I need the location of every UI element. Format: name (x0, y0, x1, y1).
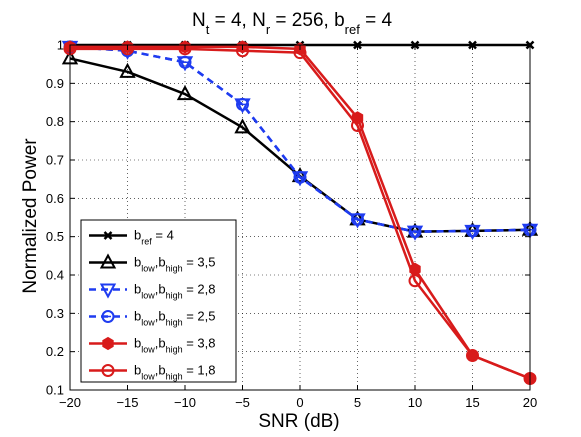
x-tick-label: −10 (174, 395, 196, 410)
data-point-circle-marker (408, 225, 422, 239)
data-point-circle (101, 364, 115, 377)
legend-item: blow,bhigh = 2,5 (89, 309, 216, 328)
data-point-circle-marker (466, 224, 479, 238)
x-axis-label: SNR (dB) (258, 411, 339, 432)
x-tick-label: 5 (354, 395, 361, 410)
data-point-x-marker (103, 231, 113, 240)
x-tick-label: −5 (235, 395, 250, 410)
data-point-circle-marker (351, 212, 364, 226)
y-axis-label: Normalized Power (20, 138, 41, 294)
legend-label: blow,bhigh = 2,8 (134, 282, 216, 301)
y-tick-label: 0.4 (46, 268, 64, 283)
series-line (69, 45, 531, 233)
x-tick-label: −15 (116, 395, 138, 410)
series-2 (61, 49, 539, 238)
legend-item: blow,bhigh = 3,8 (89, 336, 216, 355)
legend-box (80, 219, 237, 383)
legend: bref = 4 blow,bhigh = 3,5 blow,bhigh = 2,8… (80, 219, 237, 383)
x-tick-label: 0 (296, 395, 303, 410)
axis-ticks: −20 −15 −10 −5 0 5 10 15 20 0.1 0.2 0.3 0.4 0.5 0.6 0.7… (46, 38, 537, 411)
y-tick-label: 1 (57, 38, 64, 53)
data-point-circle (408, 274, 422, 288)
series-line (70, 47, 531, 380)
data-point-circle (178, 42, 192, 56)
legend-label: blow,bhigh = 2,5 (134, 309, 216, 328)
y-tick-label: 0.7 (46, 153, 64, 168)
legend-item: bref = 4 (89, 228, 174, 247)
data-point-triangle-up (119, 62, 136, 78)
data-point-circle-marker (236, 97, 249, 111)
data-point-circle-marker (293, 170, 307, 184)
data-point-hexagon (102, 336, 114, 351)
data-point-triangle-up (99, 253, 117, 269)
data-point-triangle-down (99, 283, 117, 299)
series-line (69, 45, 531, 233)
data-point-circle (351, 119, 364, 132)
chart-title: Nt = 4, Nr = 256, bref = 4 (192, 10, 393, 37)
y-tick-label: 0.9 (46, 76, 64, 91)
legend-label: bref = 4 (134, 228, 174, 247)
y-tick-label: 0.3 (46, 306, 64, 321)
y-tick-label: 0.5 (46, 229, 64, 244)
y-tick-label: 0.6 (46, 191, 64, 206)
data-point-triangle-up (176, 84, 194, 101)
legend-item: blow,bhigh = 2,8 (89, 282, 216, 301)
data-point-circle-marker (178, 55, 192, 69)
series-4 (63, 40, 537, 239)
x-tick-label: 15 (465, 395, 479, 410)
y-tick-label: 0.1 (46, 383, 64, 398)
x-tick-label: 10 (408, 395, 422, 410)
data-point-circle (466, 349, 479, 362)
x-tick-label: −20 (59, 395, 81, 410)
y-tick-label: 0.2 (46, 344, 64, 359)
legend-label: blow,bhigh = 3,5 (134, 255, 216, 274)
x-tick-label: 20 (523, 395, 537, 410)
legend-item: blow,bhigh = 3,5 (89, 253, 216, 274)
legend-label: blow,bhigh = 3,8 (134, 336, 216, 355)
data-point-triangle-up (234, 118, 251, 134)
y-tick-label: 0.8 (46, 114, 64, 129)
data-point-circle-marker (101, 310, 115, 323)
data-point-circle (121, 42, 134, 56)
legend-item: blow,bhigh = 1,8 (89, 363, 216, 382)
legend-label: blow,bhigh = 1,8 (134, 363, 216, 382)
